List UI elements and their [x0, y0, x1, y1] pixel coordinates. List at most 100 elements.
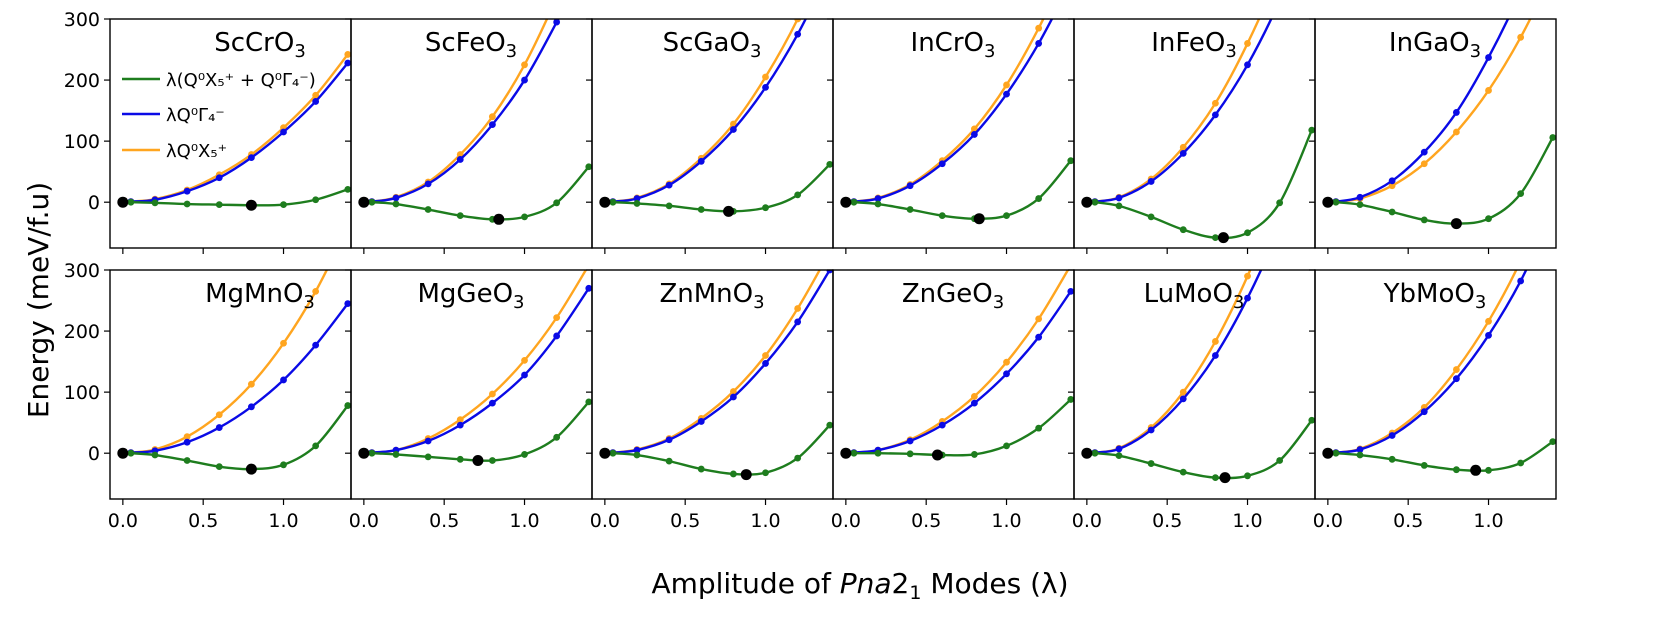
orange-data-point [183, 433, 191, 441]
plot-area [1322, 19, 1556, 230]
green-data-point [1517, 190, 1525, 198]
panel-scgao3: ScGaO3 [586, 18, 834, 254]
green-data-point [344, 402, 351, 409]
blue-data-point [1276, 224, 1283, 231]
blue-data-point [874, 195, 882, 202]
orange-data-point [1244, 40, 1251, 47]
blue-data-point [938, 160, 946, 168]
x-axis-label: Amplitude of Pna21 Modes (λ) [651, 567, 1068, 604]
blue-data-point [1420, 408, 1428, 416]
green-data-point [970, 451, 978, 458]
panel-title: InGaO3 [1389, 28, 1481, 62]
y-tick-label: 100 [64, 131, 100, 153]
orange-data-point [344, 51, 351, 58]
y-tick-label: 300 [64, 260, 100, 282]
plot-area [117, 270, 351, 475]
minimum-marker [1470, 464, 1482, 476]
blue-data-point [585, 284, 592, 292]
y-tick-label: 200 [64, 70, 100, 92]
x-tick-label: 1.0 [1232, 510, 1262, 532]
plot-area [1081, 19, 1315, 244]
blue-data-point [553, 332, 561, 340]
origin-marker [117, 447, 129, 459]
green-data-point [1388, 208, 1396, 216]
green-data-point [424, 206, 432, 213]
orange-data-point [585, 262, 592, 269]
minimum-marker [723, 205, 735, 217]
blue-data-point [215, 424, 223, 431]
panel-znmno3: 0.0 0.5 1.0 ZnMnO3 [586, 269, 834, 532]
green-data-point [1549, 438, 1556, 445]
y-axis-label: Energy (meV/f.u) [22, 182, 55, 418]
green-data-point [215, 201, 223, 209]
panel-frame [1314, 269, 1557, 500]
orange-data-point [247, 380, 255, 388]
green-data-point [609, 198, 617, 206]
green-data-point [665, 202, 673, 210]
orange-data-point [1035, 24, 1043, 32]
x-tick-label: 0.0 [590, 510, 620, 532]
green-data-point [127, 449, 135, 457]
green-data-point [794, 191, 802, 199]
panel-frame [1314, 18, 1557, 249]
legend-blue-label: λQ⁰Γ₄⁻ [166, 105, 225, 126]
blue-data-point [762, 360, 769, 367]
green-data-point [1356, 201, 1364, 209]
orange-data-point [1179, 143, 1187, 151]
green-data-point [312, 442, 320, 450]
green-data-point [1308, 126, 1315, 134]
green-data-point [826, 160, 833, 168]
orange-data-point [1452, 366, 1460, 373]
blue-data-point [1035, 333, 1043, 341]
green-data-point [633, 451, 641, 459]
orange-data-point [1420, 160, 1428, 168]
orange-data-point [1549, 181, 1556, 188]
blue-data-point [1356, 446, 1364, 453]
blue-data-point [633, 195, 641, 202]
minimum-marker [931, 449, 943, 461]
green-data-point [1179, 468, 1187, 476]
origin-marker [1081, 196, 1093, 208]
blue-data-point [794, 30, 802, 38]
green-data-point [665, 457, 673, 465]
orange-data-point [553, 314, 561, 322]
minimum-marker [1450, 218, 1462, 230]
panels: 0 100 200 300 ScCrO3 ScFeO3 ScGaO3 InCrO3 InFeO3… [64, 0, 1557, 532]
panel-infeo3: InFeO3 [1068, 18, 1316, 254]
blue-series-line [363, 287, 590, 455]
minimum-marker [245, 463, 257, 475]
minimum-marker [1219, 472, 1231, 484]
x-tick-label: 1.0 [509, 510, 539, 532]
minimum-marker [1217, 232, 1229, 244]
green-data-point [215, 463, 223, 471]
green-data-point [794, 454, 802, 462]
x-tick-label: 0.5 [670, 510, 700, 532]
green-data-point [521, 451, 528, 458]
blue-data-point [1179, 149, 1187, 157]
orange-data-point [1003, 358, 1010, 366]
green-data-point [1003, 442, 1010, 450]
orange-data-point [488, 113, 496, 121]
blue-data-point [906, 437, 914, 445]
panel-incro3: InCrO3 [827, 18, 1075, 254]
panel-sccro3: 0 100 200 300 ScCrO3 [64, 9, 352, 254]
panel-title: InFeO3 [1151, 28, 1237, 62]
panel-mggeo3: 0.0 0.5 1.0 MgGeO3 [345, 262, 593, 532]
green-data-point [1485, 215, 1492, 223]
blue-data-point [183, 438, 191, 446]
green-data-point [183, 200, 191, 208]
panel-title: YbMoO3 [1383, 279, 1487, 313]
panel-title: ScCrO3 [214, 28, 306, 62]
panel-ingao3: InGaO3 [1309, 18, 1557, 254]
x-tick-label: 1.0 [268, 510, 298, 532]
blue-data-point [424, 180, 432, 188]
green-series-line [122, 404, 349, 471]
orange-data-point [1211, 338, 1219, 345]
green-data-point [1332, 198, 1340, 206]
orange-data-point [553, 0, 560, 1]
green-data-point [1485, 466, 1492, 474]
minimum-marker [740, 469, 752, 481]
blue-data-point [1452, 109, 1460, 116]
green-data-point [521, 213, 528, 221]
blue-data-point [1485, 54, 1492, 61]
